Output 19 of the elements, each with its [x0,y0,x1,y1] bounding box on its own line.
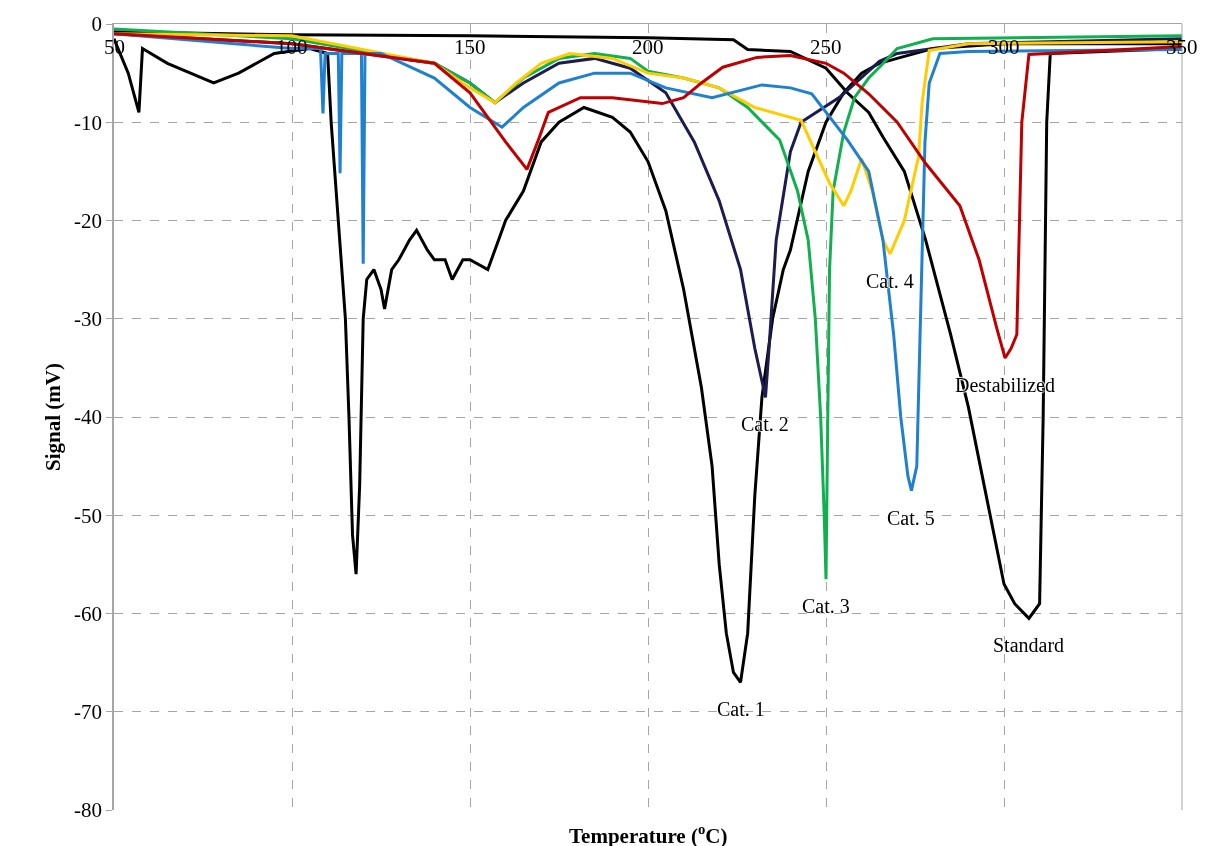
y-tick-label: 0 [91,12,103,37]
x-tick-label: 200 [632,35,664,59]
x-tick-label: 150 [454,35,486,59]
y-axis-title: Signal (mV) [40,363,65,471]
y-tick-label: -80 [74,798,103,823]
annotation: Cat. 5 [887,507,935,529]
y-tick-label: -70 [74,700,103,725]
x-tick-label: 250 [810,35,842,59]
x-tick-label: 350 [1166,35,1198,59]
y-tick-label: -50 [74,503,103,528]
annotation: Cat. 3 [802,595,850,617]
x-tick-label: 300 [988,35,1020,59]
annotation: Standard [993,634,1065,656]
y-tick-label: -20 [74,208,103,233]
y-tick-label: -60 [74,601,103,626]
y-tick-label: -30 [74,307,103,332]
annotation: Cat. 1 [717,698,765,720]
y-tick-label: -10 [74,110,103,135]
y-tick-label: -40 [74,405,103,430]
